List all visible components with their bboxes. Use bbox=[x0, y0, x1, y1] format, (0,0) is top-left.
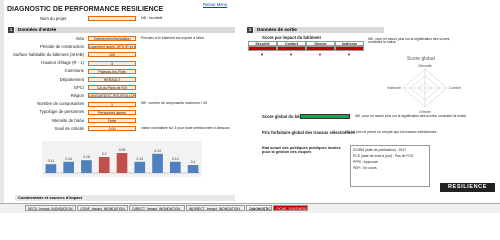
bar bbox=[98, 157, 110, 173]
bar-label: 0.14 bbox=[136, 157, 143, 161]
impact-note: NB : pour en savoir plus sur la signific… bbox=[368, 37, 451, 45]
price-note: NB : le prix ne prend en compte que les … bbox=[345, 130, 437, 134]
radar-axis-label: Confort bbox=[449, 86, 461, 90]
bar-label: 0.2 bbox=[102, 152, 107, 156]
title: DIAGNOSTIC DE PERFORMANCE RESILIENCE bbox=[7, 6, 164, 13]
field-label: Département bbox=[59, 76, 84, 82]
price-label: Prix forfaitaire global des travaux séle… bbox=[262, 130, 355, 135]
global-note: NB : pour en savoir plus sur la signific… bbox=[355, 114, 467, 118]
impact-title: Score par impact du bâtiment bbox=[262, 35, 321, 40]
global-score-bar bbox=[300, 114, 350, 119]
field-label: EPCI bbox=[74, 84, 84, 90]
impact-arrow: ▼ bbox=[347, 52, 351, 57]
field-value[interactable]: 2,00 bbox=[88, 126, 136, 132]
field-value[interactable]: 1 bbox=[88, 101, 136, 107]
comments-header: Commentaire et sources d'impact bbox=[15, 195, 235, 201]
field-label: Période de construction bbox=[40, 43, 84, 49]
sheet-tab[interactable]: FICHE_SYNTHESE bbox=[273, 205, 308, 211]
field-note: NB : nombre de composants maximum = 60 bbox=[141, 101, 208, 106]
section-number: 2 bbox=[247, 27, 253, 33]
policy-title: Etat actuel des politiques publiques loc… bbox=[262, 146, 341, 154]
field-value[interactable]: HERAULT bbox=[88, 77, 136, 82]
impact-cell bbox=[306, 46, 335, 51]
bar bbox=[81, 160, 92, 173]
impact-cell bbox=[277, 46, 306, 51]
bar-chart: 0.11 0.14 0.16 0.2 0.25 0.14 0.24 0.14 0.1 bbox=[42, 141, 202, 177]
field-note: Précisez si le bâtiment est exposé à l'a… bbox=[141, 35, 204, 40]
field-label: Aléa bbox=[75, 35, 84, 41]
impact-header: Indirecte bbox=[335, 41, 364, 46]
row-header bbox=[0, 0, 4, 203]
field-label: Hauteur d'étage (R - 1) bbox=[41, 60, 84, 66]
section-number: 1 bbox=[8, 27, 14, 33]
bar-label: 0.16 bbox=[83, 155, 90, 159]
bar bbox=[170, 161, 181, 173]
impact-header: Confort bbox=[277, 41, 306, 46]
radar-chart: Sécurité Confort Directe Indirecte bbox=[387, 64, 461, 113]
impact-cell bbox=[248, 46, 277, 51]
field-value[interactable]: Logement après 1975 (R et plus) bbox=[88, 44, 136, 50]
section-title: Données d'entrée bbox=[15, 27, 235, 33]
radar-title: Score global bbox=[407, 56, 435, 62]
impact-arrow: ▼ bbox=[260, 52, 264, 57]
policy-item: DCIRM (date de publication) : 2017 bbox=[353, 148, 407, 152]
field-label: Nombre de composantes bbox=[37, 101, 84, 107]
bar-label: 0.25 bbox=[119, 148, 126, 152]
field-label: Surface habitable du bâtiment (SHAB) bbox=[13, 51, 84, 57]
field-value[interactable]: Forte bbox=[88, 118, 136, 123]
policy-item: PCS (date de mise à jour) : Pas de PCS bbox=[353, 154, 414, 158]
bar-label: 0.1 bbox=[191, 160, 196, 164]
bar bbox=[63, 161, 74, 173]
field-value[interactable]: CA du Pays de l'Or bbox=[88, 85, 136, 91]
radar-axis-label: Indirecte bbox=[387, 86, 401, 90]
policy-item: PPRI : Approuvé bbox=[353, 160, 379, 164]
field-label: Région bbox=[70, 92, 84, 98]
sheet-tab[interactable]: DIRECT_Impact_INONDATION bbox=[129, 205, 185, 211]
page: { "header": {"title": "DIAGNOSTIC DE PER… bbox=[0, 0, 500, 213]
field-value[interactable]: Submersion/Inondation bbox=[88, 36, 136, 41]
logo: RESILIENCE bbox=[440, 183, 495, 192]
bar-label: 0.14 bbox=[172, 157, 179, 161]
field-label: Seuil de criticité bbox=[54, 125, 84, 131]
field-value[interactable]: LANGUEDOC-ROUSSILLON-MIDI-PYRENEES bbox=[88, 93, 136, 99]
impact-header: Directe bbox=[306, 41, 335, 46]
radar-axis-label: Directe bbox=[419, 110, 430, 113]
policy-item: PAPI : En cours bbox=[353, 166, 377, 170]
impact-cell bbox=[335, 46, 364, 51]
section-title: Données de sortie bbox=[254, 27, 384, 33]
sheet-tab[interactable]: CONF_Impact_INONDATION bbox=[77, 205, 129, 211]
sheet-tab[interactable]: SECU_Impact_INONDATION bbox=[25, 205, 77, 211]
field-note: valeur normalisée sur 3 pour toute sélec… bbox=[141, 125, 230, 130]
project-input[interactable] bbox=[88, 16, 136, 21]
field-value[interactable]: Palavas-les-Flots bbox=[88, 68, 136, 74]
field-value[interactable]: 3 bbox=[88, 60, 136, 66]
field-label: Intensité de l'aléa bbox=[51, 117, 84, 123]
bar bbox=[116, 153, 128, 173]
sheet-tab[interactable]: DIAGNOSTIC bbox=[246, 205, 273, 211]
field-value[interactable]: 100 bbox=[88, 52, 136, 58]
sheet-tab[interactable]: INDIRECT_Impact_INONDATION bbox=[185, 205, 246, 211]
global-label: Score global du bâtiment bbox=[262, 114, 313, 119]
bar-label: 0.24 bbox=[154, 149, 161, 153]
impact-arrow: ▼ bbox=[318, 52, 322, 57]
impact-header: Sécurité bbox=[248, 41, 277, 46]
field-value[interactable]: Personnes âgées bbox=[88, 109, 136, 115]
radar-axis-label: Sécurité bbox=[418, 64, 431, 68]
project-label: Nom du projet bbox=[40, 16, 67, 21]
policy-list: DCIRM (date de publication) : 2017 PCS (d… bbox=[350, 145, 430, 187]
impact-arrow: ▼ bbox=[289, 52, 293, 57]
bar bbox=[45, 164, 57, 173]
field-label: Commune bbox=[64, 68, 84, 74]
bar bbox=[187, 165, 199, 173]
menu-link[interactable]: Retour Menu bbox=[203, 2, 228, 7]
bar-label: 0.11 bbox=[48, 159, 54, 163]
project-note: NB : facultatif bbox=[141, 16, 163, 20]
bar bbox=[134, 161, 146, 173]
bar-label: 0.14 bbox=[65, 157, 72, 161]
field-label: Typologie de personnes bbox=[39, 109, 84, 115]
bar bbox=[152, 153, 163, 173]
